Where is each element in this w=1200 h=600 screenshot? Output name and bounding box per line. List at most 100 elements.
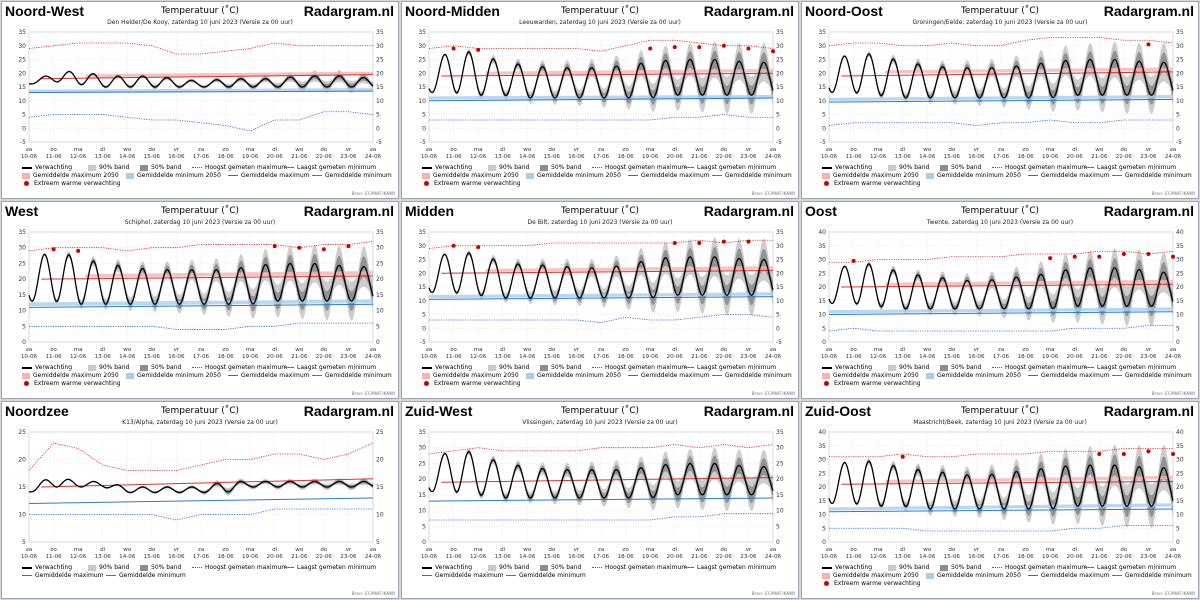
legend-swatch [684, 167, 694, 168]
legend-swatch [592, 367, 602, 368]
chart-panel-noordzee: Noordzee Radargram.nl Temperatuur (˚C) K13/… [1, 401, 399, 599]
legend-label: Gemiddelde minimum 2050 [137, 372, 221, 379]
legend-label: Verwachting [35, 364, 73, 371]
x-tick-date: 21-06 [291, 554, 308, 560]
y-tick-label-right: 30 [1176, 457, 1184, 464]
x-tick-day: di [272, 347, 278, 353]
legend-avg-max-2050: Gemiddelde maximum 2050 [22, 372, 119, 379]
x-tick-day: za [998, 347, 1004, 353]
brand-logo: Radargram.nl [703, 403, 794, 419]
x-tick-date: 12-06 [70, 154, 87, 160]
x-tick-day: di [1072, 347, 1078, 353]
x-tick-day: za [598, 347, 604, 353]
legend-avg-min-2050: Gemiddelde minimum 2050 [926, 172, 1021, 179]
legend-label: Gemiddelde maximum [1041, 572, 1110, 579]
y-tick-label-right: 25 [376, 429, 384, 436]
y-tick-label-left: 0 [22, 339, 26, 346]
y-tick-label-right: 35 [376, 29, 384, 36]
legend-forecast: Verwachting [22, 164, 72, 171]
x-tick-date: 16-06 [568, 354, 585, 360]
y-tick-label-right: 15 [1176, 84, 1184, 91]
y-tick-label-right: 20 [776, 270, 784, 277]
y-tick-label-right: 35 [776, 29, 784, 36]
x-tick-day: zo [850, 147, 857, 153]
x-tick-date: 18-06 [217, 154, 234, 160]
legend-label: Gemiddelde maximum [241, 172, 310, 179]
x-tick-day: do [720, 547, 728, 553]
legend-label: 90% band [99, 364, 130, 371]
forecast-line [428, 451, 774, 499]
legend-swatch [712, 375, 722, 376]
legend-swatch [284, 167, 294, 168]
legend-band50: 50% band [940, 364, 981, 371]
y-tick-label-right: 5 [376, 539, 380, 546]
extreme-marker [900, 454, 905, 459]
x-tick-date: 15-06 [944, 554, 961, 560]
x-tick-date: 10-06 [21, 354, 38, 360]
x-tick-date: 22-06 [716, 354, 733, 360]
x-tick-day: di [900, 147, 906, 153]
x-tick-day: do [548, 347, 556, 353]
y-tick-label-left: 35 [418, 29, 426, 36]
x-tick-day: vr [746, 347, 752, 353]
legend-avg-min-2050: Gemiddelde minimum 2050 [526, 372, 621, 379]
x-tick-date: 11-06 [445, 354, 462, 360]
x-tick-date: 21-06 [291, 354, 308, 360]
y-tick-label-left: 30 [18, 43, 26, 50]
x-tick-day: vr [174, 347, 180, 353]
legend-label: Gemiddelde maximum [1041, 372, 1110, 379]
legend-avg-min-2050: Gemiddelde minimum 2050 [126, 372, 221, 379]
y-tick-label-left: 15 [418, 284, 426, 291]
avg-max-line [41, 478, 374, 488]
legend-label: Gemiddelde minimum [1125, 572, 1192, 579]
avg-max-line [441, 72, 774, 77]
station-subtitle: Den Helder/De Kooy, zaterdag 10 juni 202… [107, 19, 293, 26]
x-tick-date: 18-06 [217, 554, 234, 560]
y-tick-label-right: -5 [1176, 139, 1182, 146]
avg-max-2050-band [485, 68, 773, 75]
y-tick-label-right: 20 [376, 276, 384, 283]
x-tick-day: ma [246, 547, 255, 553]
legend-swatch [140, 164, 148, 171]
legend-label: Gemiddelde maximum 2050 [33, 172, 119, 179]
y-tick-label-left: 30 [818, 457, 826, 464]
legend-avg-max: Gemiddelde maximum [228, 372, 309, 379]
avg-min-line [28, 90, 374, 93]
x-tick-day: ma [246, 147, 255, 153]
x-tick-date: 18-06 [617, 154, 634, 160]
legend-label: 50% band [151, 364, 182, 371]
x-tick-date: 22-06 [716, 554, 733, 560]
avg-max-2050-band [85, 270, 373, 278]
legend-label: Hoogst gemeten maximum [1005, 364, 1088, 371]
legend-label: Gemiddelde maximum [435, 572, 504, 579]
y-tick-label-right: 15 [376, 484, 384, 491]
x-tick-date: 14-06 [119, 354, 136, 360]
y-tick-label-right: 0 [1176, 539, 1180, 546]
x-tick-day: zo [850, 347, 857, 353]
x-tick-day: vr [346, 347, 352, 353]
y-tick-label-left: 20 [18, 457, 26, 464]
y-tick-label-right: 15 [376, 84, 384, 91]
x-tick-date: 15-06 [944, 154, 961, 160]
legend-label: Gemiddelde minimum 2050 [937, 172, 1021, 179]
x-tick-date: 11-06 [445, 154, 462, 160]
legend-swatch [284, 567, 294, 568]
x-tick-day: wo [523, 147, 532, 153]
legend-label: 90% band [899, 564, 930, 571]
legend-swatch [422, 372, 430, 379]
x-tick-date: 15-06 [544, 554, 561, 560]
y-tick-label-right: 5 [1176, 325, 1180, 332]
legend-label: 50% band [951, 164, 982, 171]
x-tick-day: ma [1046, 147, 1055, 153]
legend-lowest-min: Laagst gemeten minimum [284, 364, 376, 371]
legend-forecast: Verwachting [822, 164, 872, 171]
y-tick-label-left: 25 [18, 260, 26, 267]
x-tick-day: do [548, 547, 556, 553]
x-tick-day: zo [450, 547, 457, 553]
chart-panel-west: West Radargram.nl Temperatuur (˚C) Schiphol… [1, 201, 399, 399]
lowest-min-line [29, 508, 373, 521]
extreme-marker [476, 47, 481, 52]
x-tick-day: za [998, 547, 1004, 553]
legend-forecast: Verwachting [822, 564, 872, 571]
